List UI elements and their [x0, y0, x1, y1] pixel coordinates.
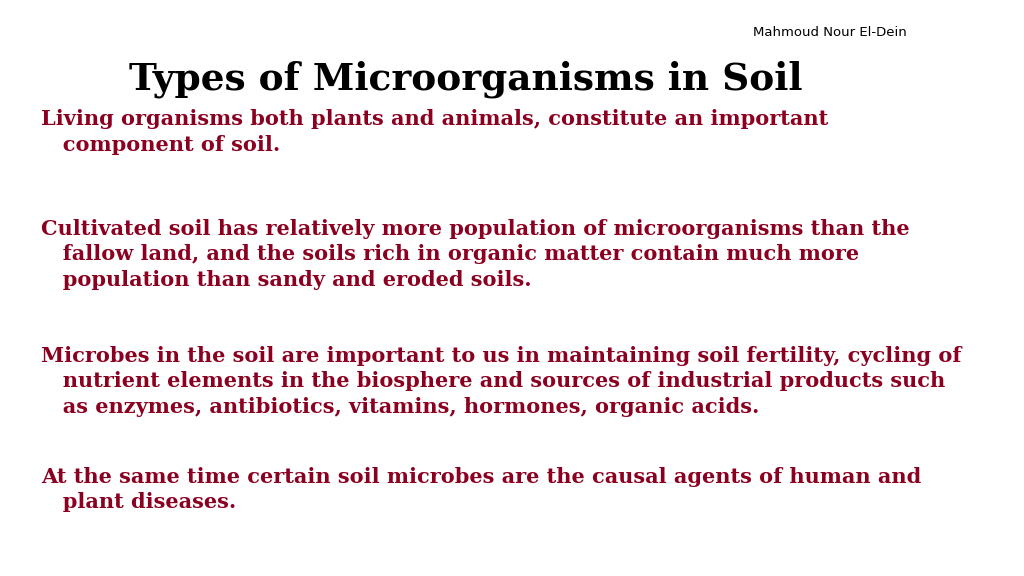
Text: Mahmoud Nour El-Dein: Mahmoud Nour El-Dein [753, 26, 906, 39]
Text: Microbes in the soil are important to us in maintaining soil fertility, cycling : Microbes in the soil are important to us… [41, 346, 962, 417]
Text: Cultivated soil has relatively more population of microorganisms than the
   fal: Cultivated soil has relatively more popu… [41, 219, 909, 290]
Text: Types of Microorganisms in Soil: Types of Microorganisms in Soil [129, 60, 803, 98]
Text: At the same time certain soil microbes are the causal agents of human and
   pla: At the same time certain soil microbes a… [41, 467, 922, 512]
Text: Living organisms both plants and animals, constitute an important
   component o: Living organisms both plants and animals… [41, 109, 828, 155]
